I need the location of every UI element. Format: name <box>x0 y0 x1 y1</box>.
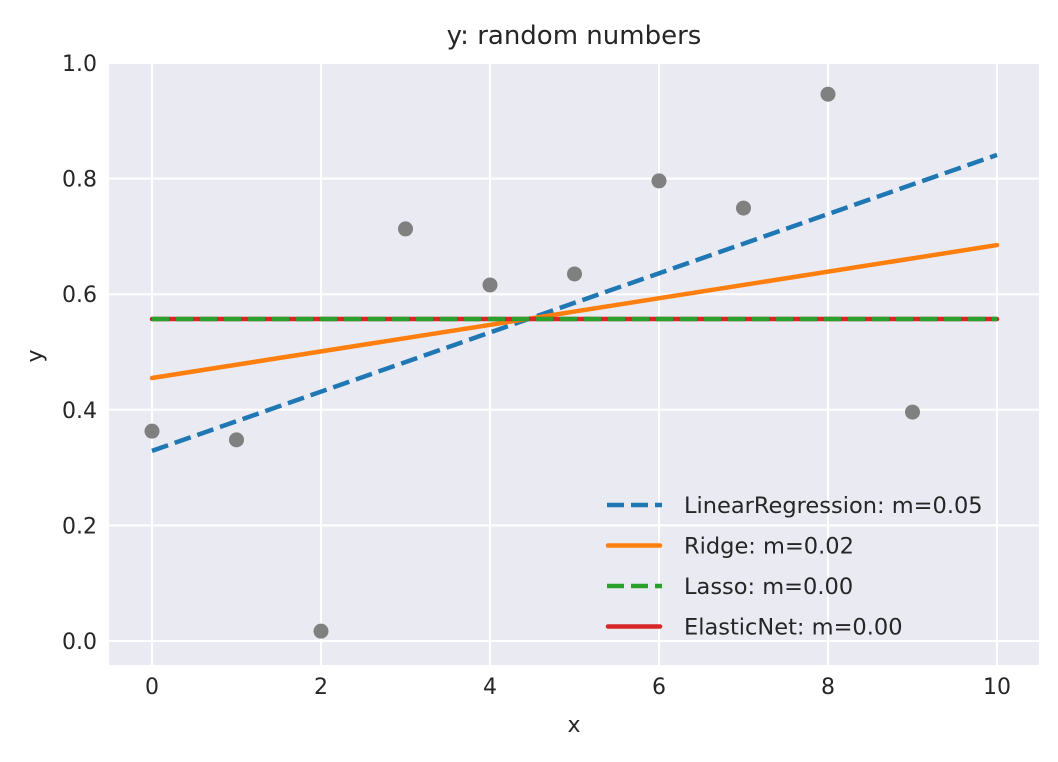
legend-label: Ridge: m=0.02 <box>684 534 854 560</box>
legend: LinearRegression: m=0.05 Ridge: m=0.02 Las… <box>605 493 983 641</box>
regression-lines <box>149 152 1000 453</box>
series-line-ridge <box>149 242 1000 381</box>
legend-item: LinearRegression: m=0.05 <box>607 493 983 519</box>
y-tick-label: 1.0 <box>62 52 97 77</box>
y-axis-ticks: 0.0 0.2 0.4 0.6 0.8 1.0 <box>62 52 97 655</box>
x-tick-label: 8 <box>821 675 835 700</box>
legend-item: Lasso: m=0.00 <box>607 574 853 600</box>
y-tick-label: 0.6 <box>62 283 97 308</box>
legend-label: ElasticNet: m=0.00 <box>684 615 903 641</box>
y-tick-label: 0.8 <box>62 168 97 193</box>
data-point <box>398 221 413 237</box>
x-tick-label: 2 <box>314 675 328 700</box>
x-axis-label: x <box>567 713 580 738</box>
data-point <box>736 200 751 216</box>
y-tick-label: 0.0 <box>62 630 97 655</box>
legend-label: Lasso: m=0.00 <box>684 574 853 600</box>
data-point <box>482 277 498 293</box>
legend-item: ElasticNet: m=0.00 <box>605 615 903 641</box>
y-axis-label: y <box>23 349 48 362</box>
y-tick-label: 0.4 <box>62 399 97 424</box>
data-point <box>567 266 582 282</box>
y-tick-label: 0.2 <box>62 514 97 539</box>
data-point <box>144 423 160 439</box>
legend-label: LinearRegression: m=0.05 <box>684 493 983 519</box>
data-point <box>229 432 244 448</box>
legend-item: Ridge: m=0.02 <box>605 534 854 560</box>
x-tick-label: 10 <box>983 675 1011 700</box>
x-axis-ticks: 0 2 4 6 8 10 <box>145 675 1011 700</box>
series-line-linearregression <box>151 152 998 453</box>
x-tick-label: 0 <box>145 675 159 700</box>
data-point <box>905 404 920 420</box>
x-tick-label: 4 <box>483 675 497 700</box>
data-point <box>313 623 329 639</box>
chart-title: y: random numbers <box>447 21 702 51</box>
data-point <box>820 86 836 102</box>
data-point <box>651 173 667 189</box>
plot-area <box>109 62 1039 665</box>
x-tick-label: 6 <box>652 675 666 700</box>
scatter-points <box>144 86 920 639</box>
grid-lines <box>109 62 1039 665</box>
